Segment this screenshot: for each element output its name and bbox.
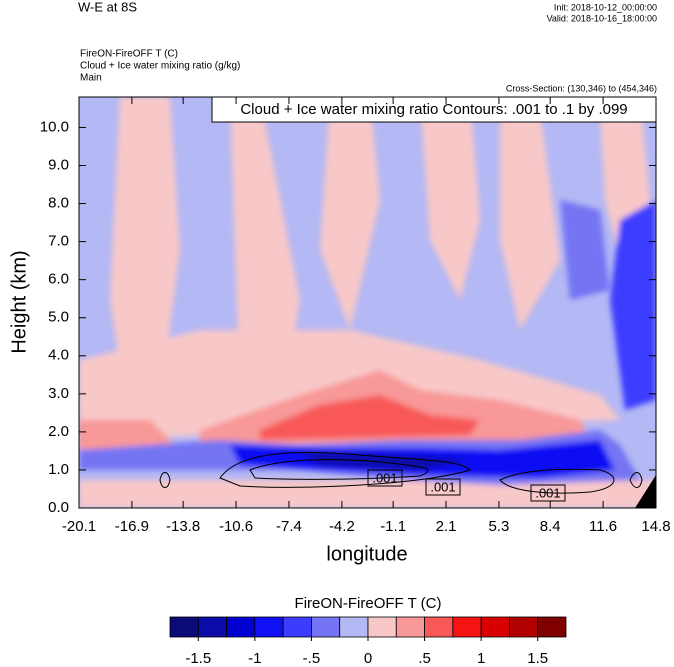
contour-label-box (367, 469, 403, 487)
colorbar-box (480, 616, 510, 638)
colorbar-box (452, 616, 482, 638)
x-tick-label: 5.3 (489, 518, 510, 535)
x-tick-label: -10.6 (219, 518, 253, 535)
field (79, 97, 656, 508)
colorbar-tick-label: -.5 (303, 650, 321, 667)
contour-note-box (211, 96, 657, 123)
y-tick-label: 6.0 (48, 271, 69, 288)
colorbar-tick-label: 1 (477, 650, 485, 667)
y-tick-label: 8.0 (48, 195, 69, 212)
colorbar-box (282, 616, 312, 638)
y-tick-label: 7.0 (48, 233, 69, 250)
x-tick-label: -4.2 (329, 518, 355, 535)
colorbar-box (226, 616, 256, 638)
y-tick-label: 2.0 (48, 423, 69, 440)
y-tick-label: 3.0 (48, 385, 69, 402)
colorbar-box (197, 616, 227, 638)
x-tick-label: -7.4 (276, 518, 302, 535)
y-tick-label: 0.0 (48, 499, 69, 516)
y-tick-label: 4.0 (48, 347, 69, 364)
colorbar-box (395, 616, 425, 638)
colorbar-box (424, 616, 454, 638)
y-tick-label: 1.0 (48, 461, 69, 478)
init-time: Init: 2018-10-12_00:00:00 (554, 2, 657, 12)
colorbar-box (537, 616, 567, 638)
group: Main (80, 73, 102, 84)
contour-label: .001 (535, 485, 560, 500)
x-tick-label: -1.1 (380, 518, 406, 535)
colorbar-box (169, 616, 199, 638)
colorbar-box (311, 616, 341, 638)
colorbar-box (339, 616, 369, 638)
y-axis-label: Height (km) (8, 250, 30, 353)
cross-section: Cross-Section: (130,346) to (454,346) (506, 83, 657, 93)
y-tick-label: 10.0 (40, 118, 69, 135)
colorbar-tick-label: .5 (418, 650, 431, 667)
contour-label-box (425, 478, 461, 496)
x-axis-label: longitude (326, 543, 407, 565)
colorbar-tick-label: 0 (364, 650, 372, 667)
y-tick-label: 5.0 (48, 309, 69, 326)
valid-time: Valid: 2018-10-16_18:00:00 (547, 13, 657, 23)
colorbar-title: FireON-FireOFF T (C) (295, 595, 442, 612)
y-tick-label: 9.0 (48, 156, 69, 173)
contour-note: Cloud + Ice water mixing ratio Contours:… (240, 101, 627, 118)
title: W-E at 8S (78, 0, 137, 14)
x-tick-label: 11.6 (589, 518, 617, 535)
colorbar-tick-label: -1.5 (185, 650, 211, 667)
colorbar-box (367, 616, 397, 638)
contour-label: .001 (372, 470, 397, 485)
colorbar-tick-label: 1.5 (527, 650, 548, 667)
x-tick-label: -16.9 (115, 518, 149, 535)
x-tick-label: -20.1 (62, 518, 96, 535)
field-title: FireON-FireOFF T (C) (80, 49, 178, 60)
contour-label-box (530, 484, 566, 502)
overlay-title: Cloud + Ice water mixing ratio (g/kg) (80, 61, 240, 72)
x-tick-label: 14.8 (641, 518, 670, 535)
colorbar-box (509, 616, 539, 638)
colorbar-tick-label: -1 (248, 650, 261, 667)
x-tick-label: 2.1 (436, 518, 457, 535)
x-tick-label: 8.4 (540, 518, 561, 535)
contour-label: .001 (430, 479, 455, 494)
colorbar-box (254, 616, 284, 638)
x-tick-label: -13.8 (166, 518, 200, 535)
